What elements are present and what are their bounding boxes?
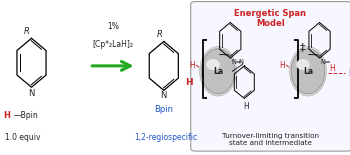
Ellipse shape [199,46,237,96]
Text: 1,2-regiospecific: 1,2-regiospecific [135,133,198,142]
Text: N: N [28,89,35,98]
Text: H: H [189,61,195,70]
Text: ‡: ‡ [299,42,305,52]
Text: —Bpin: —Bpin [13,111,38,120]
Text: R: R [24,27,30,36]
Text: N=: N= [231,59,242,65]
Text: 1%: 1% [107,22,119,31]
Text: R: R [156,30,162,39]
Ellipse shape [201,49,235,94]
Ellipse shape [206,59,220,70]
FancyBboxPatch shape [191,2,350,151]
Ellipse shape [289,46,327,96]
Text: H: H [279,61,285,70]
Text: N: N [161,91,167,100]
Ellipse shape [291,49,325,94]
Text: [Cp*₂LaH]₂: [Cp*₂LaH]₂ [92,40,133,49]
Text: Energetic Span
Model: Energetic Span Model [234,9,306,28]
Text: H: H [329,64,335,73]
Text: La: La [303,67,313,76]
Text: H: H [4,111,10,120]
Text: 1.0 equiv: 1.0 equiv [5,133,41,142]
Text: Turnover-limiting transition
state and intermediate: Turnover-limiting transition state and i… [222,133,319,146]
Text: Bpin: Bpin [154,105,173,114]
Text: N: N [239,59,244,65]
Text: N=: N= [321,59,331,65]
Text: La: La [213,67,223,76]
Text: H: H [243,102,249,111]
Text: H: H [185,78,192,87]
Ellipse shape [296,59,310,70]
Text: B: B [349,69,350,78]
